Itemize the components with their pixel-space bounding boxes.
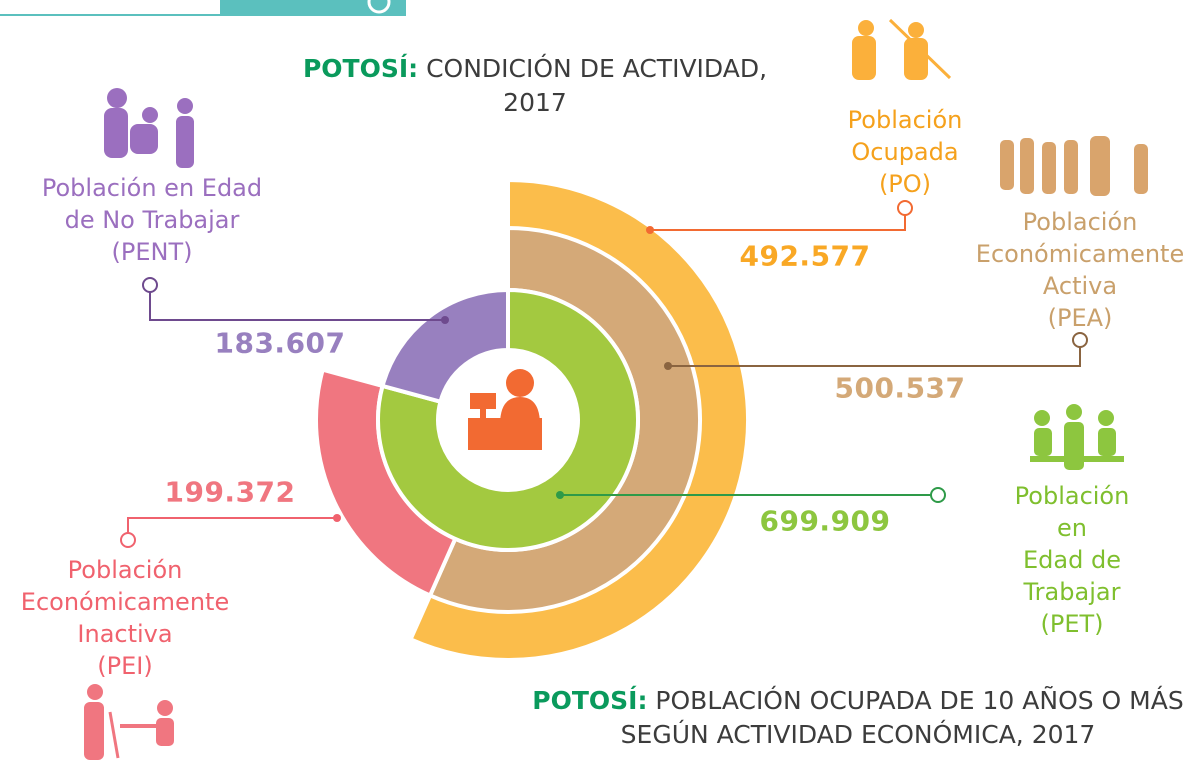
- segment-label: Población en Edad de Trabajar (PET): [1014, 482, 1130, 638]
- header-icon: [367, 0, 391, 14]
- segment-label: Población en Edad de No Trabajar (PENT): [41, 174, 263, 266]
- pei-icon: [84, 684, 174, 760]
- value-label: 492.577: [739, 239, 871, 273]
- leader-dot: [333, 514, 341, 522]
- leader-dot: [556, 491, 564, 499]
- leader-line: [149, 285, 445, 321]
- value-label: 500.537: [834, 371, 966, 405]
- title-highlight: POTOSÍ:: [532, 686, 648, 715]
- leader-dot: [664, 362, 672, 370]
- leader-ring: [1072, 332, 1088, 348]
- po-icon: [852, 18, 952, 80]
- next-section-title: POTOSÍ: POBLACIÓN OCUPADA DE 10 AÑOS O M…: [532, 684, 1183, 752]
- ring-segment: [380, 287, 510, 405]
- title-text: POBLACIÓN OCUPADA DE 10 AÑOS O MÁS SEGÚN…: [620, 686, 1184, 749]
- chart-title: POTOSÍ: CONDICIÓN DE ACTIVIDAD, 2017: [303, 52, 767, 120]
- pet-icon: [1030, 404, 1124, 470]
- leader-line: [127, 517, 337, 540]
- title-text: CONDICIÓN DE ACTIVIDAD, 2017: [426, 54, 768, 117]
- leader-ring: [142, 277, 158, 293]
- leader-dot: [646, 226, 654, 234]
- value-label: 183.607: [214, 326, 346, 360]
- leader-ring: [897, 200, 913, 216]
- cashier-icon: [468, 369, 542, 450]
- segment-label: Población Económicamente Activa (PEA): [975, 208, 1185, 332]
- leader-line: [650, 208, 906, 231]
- segment-label: Población Económicamente Inactiva (PEI): [20, 556, 230, 680]
- segment-label: Población Ocupada (PO): [847, 106, 963, 198]
- value-label: 199.372: [164, 475, 296, 509]
- pent-icon: [104, 88, 194, 168]
- leader-line: [668, 340, 1081, 367]
- pea-icon: [1000, 136, 1148, 196]
- leader-ring: [930, 487, 946, 503]
- title-highlight: POTOSÍ:: [302, 54, 419, 83]
- leader-ring: [120, 532, 136, 548]
- value-label: 699.909: [759, 504, 891, 538]
- ring-segment: [376, 287, 640, 552]
- header-bar: [220, 0, 406, 16]
- leader-dot: [441, 316, 449, 324]
